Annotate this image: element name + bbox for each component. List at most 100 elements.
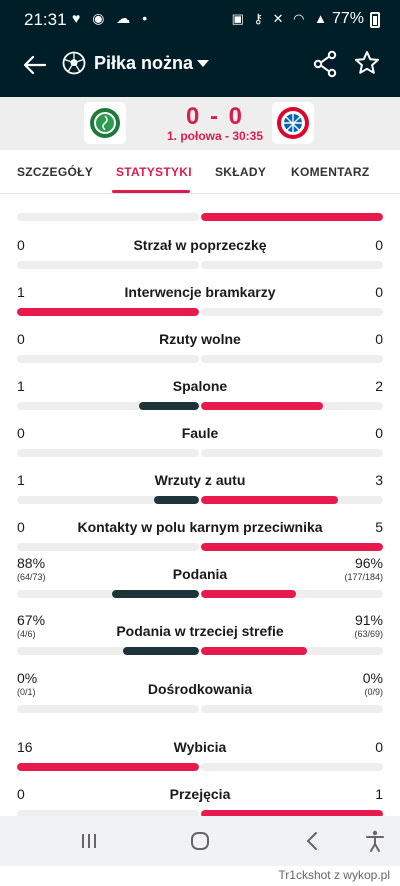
stat-home-bar-fill: [122, 647, 199, 655]
stat-home-value: 88%: [17, 555, 46, 571]
stat-home-value: 0%: [17, 670, 38, 686]
stat-home-bar-fill: [153, 496, 199, 504]
stat-away-value: 3: [375, 472, 383, 488]
tab-lineups[interactable]: SKŁADY: [215, 165, 267, 179]
match-score-strip: 0 - 0 1. połowa - 30:35: [0, 97, 400, 150]
chevron-down-icon[interactable]: [197, 60, 209, 67]
stat-away-bar-fill: [201, 810, 383, 816]
stat-away-bar-track: [201, 590, 383, 598]
stat-row: Wrzuty z autu 1 3: [0, 458, 400, 505]
recent-apps-icon[interactable]: [76, 828, 102, 854]
notification-icons: ♥ ◉ ☁ •: [72, 10, 152, 26]
battery-level: 77%: [331, 10, 364, 27]
stat-home-value: 16: [17, 739, 33, 755]
stat-row: Wybicia 16 0: [0, 725, 400, 772]
accessibility-icon[interactable]: [362, 828, 388, 854]
stat-away-value: 0: [375, 425, 383, 441]
stat-home-detail: (0/1): [17, 687, 36, 697]
statistics-list[interactable]: Strzał w poprzeczkę 0 0 Interwencje bramkar…: [0, 195, 400, 816]
stat-home-bar-track: [17, 590, 199, 598]
stat-home-bar-track: [17, 402, 199, 410]
stat-home-bar-track: [17, 308, 199, 316]
tab-bar: SZCZEGÓŁY STATYSTYKI SKŁADY KOMENTARZ: [0, 150, 400, 194]
stat-away-bar-fill: [201, 543, 383, 551]
status-time: 21:31: [24, 10, 67, 29]
stat-label: Spalone: [172, 378, 228, 394]
stat-home-bar-track: [17, 705, 199, 713]
status-bar: 21:31 ♥ ◉ ☁ • ▣ ⚷ ✕ ◠ ▲ 77%: [0, 0, 400, 36]
stat-away-value: 1: [375, 786, 383, 802]
stat-away-bar-fill: [201, 496, 338, 504]
stat-home-bar-track: [17, 543, 199, 551]
stat-away-bar-track: [201, 355, 383, 363]
back-arrow-icon[interactable]: [20, 50, 50, 80]
share-icon[interactable]: [312, 50, 338, 78]
home-team-logo[interactable]: [84, 102, 126, 144]
stat-row: Strzał w poprzeczkę 0 0: [0, 223, 400, 270]
stat-home-detail: (64/73): [17, 572, 46, 582]
stat-label: Przejęcia: [169, 786, 231, 802]
stat-home-value: 0: [17, 786, 25, 802]
favorite-star-icon[interactable]: [353, 49, 381, 77]
stat-row: Przejęcia 0 1: [0, 772, 400, 816]
stat-home-value: 1: [17, 378, 25, 394]
stat-row: Podania 88% 96% (64/73) (177/184): [0, 552, 400, 599]
stat-away-bar-track: [201, 261, 383, 269]
football-icon: [62, 51, 86, 75]
stat-label: Rzuty wolne: [159, 331, 241, 347]
sport-selector[interactable]: Piłka nożna: [94, 53, 194, 73]
stat-label: Strzał w poprzeczkę: [133, 237, 267, 253]
match-score: 0 - 0: [185, 103, 245, 130]
stat-away-bar-track: [201, 402, 383, 410]
stat-away-bar-track: [201, 543, 383, 551]
stat-row: Podania w trzeciej strefie 67% 91% (4/6) (63…: [0, 609, 400, 656]
tab-commentary[interactable]: KOMENTARZ: [291, 165, 370, 179]
stat-home-value: 0: [17, 519, 25, 535]
stat-away-bar-track: [201, 449, 383, 457]
tab-statistics[interactable]: STATYSTYKI: [116, 165, 192, 179]
stat-label: Kontakty w polu karnym przeciwnika: [77, 519, 323, 535]
stat-home-bar-fill: [138, 402, 199, 410]
stat-home-bar-track: [17, 261, 199, 269]
stat-label: Faule: [181, 425, 219, 441]
back-nav-icon[interactable]: [300, 828, 326, 854]
stat-home-detail: (4/6): [17, 629, 36, 639]
stat-away-bar-track: [201, 496, 383, 504]
home-icon[interactable]: [187, 828, 213, 854]
stat-row: Kontakty w polu karnym przeciwnika 0 5: [0, 505, 400, 552]
stat-home-bar-fill: [17, 308, 199, 316]
battery-icon: [370, 12, 380, 28]
stat-label: Podania w trzeciej strefie: [116, 623, 284, 639]
stat-away-value: 96%: [354, 555, 383, 571]
stat-row: Dośrodkowania 0% 0% (0/1) (0/9): [0, 667, 400, 714]
stat-home-bar-track: [17, 496, 199, 504]
stat-away-value: 0: [375, 237, 383, 253]
toolbar: Piłka nożna: [0, 36, 400, 97]
stat-away-bar-track: [201, 763, 383, 771]
away-team-logo[interactable]: [272, 102, 314, 144]
stat-row: Interwencje bramkarzy 1 0: [0, 270, 400, 317]
watermark: Tr1ckshot z wykop.pl: [278, 868, 390, 882]
stat-away-detail: (177/184): [344, 572, 383, 582]
stat-label: Wrzuty z autu: [154, 472, 246, 488]
stat-away-bar-track: [201, 308, 383, 316]
stat-away-detail: (63/69): [354, 629, 383, 639]
stat-away-bar-track: [201, 810, 383, 816]
stat-home-bar-track: [17, 213, 199, 221]
stat-away-value: 0: [375, 284, 383, 300]
stat-away-value: 0: [375, 739, 383, 755]
stat-label: Dośrodkowania: [147, 681, 253, 697]
tab-details[interactable]: SZCZEGÓŁY: [17, 165, 94, 179]
watermark-footer: Tr1ckshot z wykop.pl: [0, 866, 400, 886]
stat-away-bar-fill: [201, 213, 383, 221]
stat-row: Spalone 1 2: [0, 364, 400, 411]
stat-away-value: 91%: [354, 612, 383, 628]
stat-away-value: 0%: [362, 670, 383, 686]
system-status-icons: ▣ ⚷ ✕ ◠ ▲: [231, 11, 330, 26]
stat-home-bar-track: [17, 647, 199, 655]
stat-home-bar-track: [17, 355, 199, 363]
stat-away-bar-fill: [201, 647, 307, 655]
system-navigation-bar: [0, 816, 400, 866]
active-tab-indicator: [112, 190, 190, 193]
stat-label: Interwencje bramkarzy: [124, 284, 276, 300]
